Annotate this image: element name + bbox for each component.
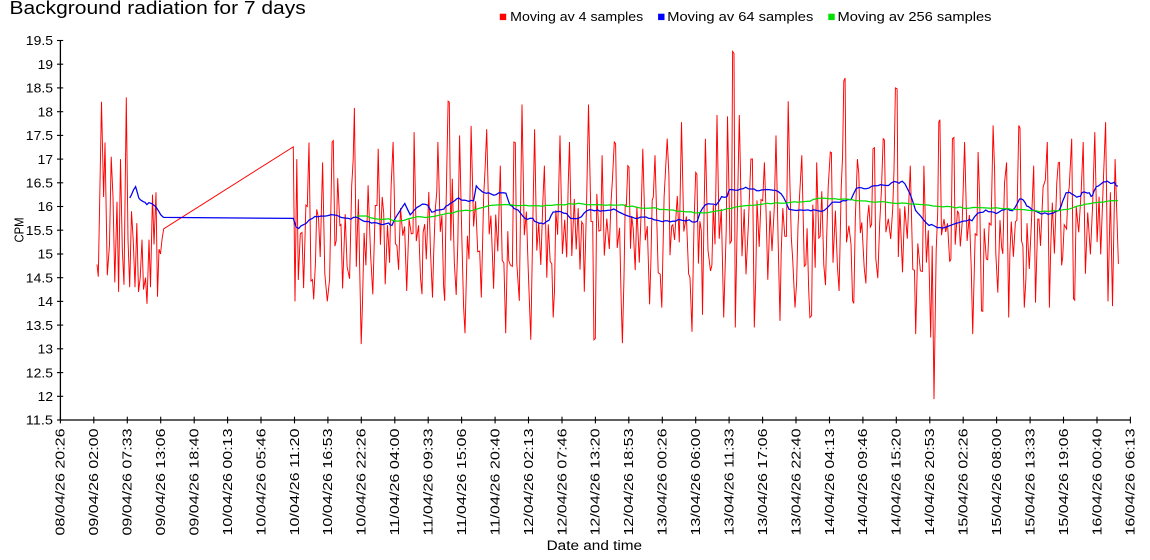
svg-text:09/04/26 07:33: 09/04/26 07:33 (120, 429, 135, 536)
svg-text:15.5: 15.5 (26, 223, 53, 238)
svg-text:Date and time: Date and time (547, 538, 643, 553)
svg-text:15/04/26 08:00: 15/04/26 08:00 (989, 429, 1004, 536)
svg-text:19: 19 (38, 57, 53, 72)
svg-text:13/04/26 00:26: 13/04/26 00:26 (655, 429, 670, 536)
svg-text:12: 12 (38, 389, 53, 404)
svg-text:10/04/26 00:13: 10/04/26 00:13 (220, 429, 235, 536)
svg-text:Moving av 64 samples: Moving av 64 samples (667, 10, 813, 24)
svg-text:10/04/26 11:20: 10/04/26 11:20 (287, 429, 302, 536)
svg-text:12/04/26 02:13: 12/04/26 02:13 (521, 429, 536, 536)
svg-text:15/04/26 19:06: 15/04/26 19:06 (1056, 429, 1071, 536)
svg-text:13/04/26 06:00: 13/04/26 06:00 (688, 429, 703, 536)
svg-text:11/04/26 15:06: 11/04/26 15:06 (454, 429, 469, 536)
svg-text:12.5: 12.5 (26, 365, 53, 380)
svg-text:14/04/26 15:20: 14/04/26 15:20 (889, 429, 904, 536)
svg-text:14.5: 14.5 (26, 270, 53, 285)
svg-text:Moving av 4 samples: Moving av 4 samples (510, 10, 643, 24)
svg-text:11.5: 11.5 (26, 413, 53, 428)
svg-text:CPM: CPM (11, 218, 26, 243)
svg-text:12/04/26 13:20: 12/04/26 13:20 (588, 429, 603, 536)
svg-text:16/04/26 06:13: 16/04/26 06:13 (1123, 429, 1138, 536)
svg-text:12/04/26 18:53: 12/04/26 18:53 (621, 429, 636, 536)
svg-text:16: 16 (38, 199, 53, 214)
svg-text:10/04/26 05:46: 10/04/26 05:46 (253, 429, 268, 536)
svg-text:15/04/26 13:33: 15/04/26 13:33 (1022, 429, 1037, 536)
svg-text:13/04/26 17:06: 13/04/26 17:06 (755, 429, 770, 536)
svg-text:14/04/26 04:13: 14/04/26 04:13 (822, 429, 837, 536)
svg-text:10/04/26 22:26: 10/04/26 22:26 (354, 429, 369, 536)
svg-text:09/04/26 13:06: 09/04/26 13:06 (153, 429, 168, 536)
svg-text:09/04/26 18:40: 09/04/26 18:40 (187, 429, 202, 536)
svg-text:15/04/26 02:26: 15/04/26 02:26 (956, 429, 971, 536)
svg-text:18: 18 (38, 104, 53, 119)
svg-text:17.5: 17.5 (26, 128, 53, 143)
svg-text:11/04/26 20:40: 11/04/26 20:40 (487, 429, 502, 536)
svg-text:13/04/26 22:40: 13/04/26 22:40 (788, 429, 803, 536)
svg-text:14/04/26 09:46: 14/04/26 09:46 (855, 429, 870, 536)
svg-text:18.5: 18.5 (26, 81, 53, 96)
svg-text:10/04/26 16:53: 10/04/26 16:53 (320, 429, 335, 536)
svg-text:13.5: 13.5 (26, 318, 53, 333)
svg-text:16.5: 16.5 (26, 176, 53, 191)
svg-text:16/04/26 00:40: 16/04/26 00:40 (1089, 429, 1104, 536)
svg-text:14: 14 (38, 294, 53, 309)
svg-text:19.5: 19.5 (26, 33, 53, 48)
svg-text:09/04/26 02:00: 09/04/26 02:00 (86, 429, 101, 536)
svg-text:13: 13 (38, 342, 53, 357)
svg-text:11/04/26 09:33: 11/04/26 09:33 (421, 429, 436, 536)
svg-text:08/04/26 20:26: 08/04/26 20:26 (53, 429, 68, 536)
svg-text:17: 17 (38, 152, 53, 167)
svg-text:15: 15 (38, 247, 53, 262)
svg-text:12/04/26 07:46: 12/04/26 07:46 (554, 429, 569, 536)
svg-text:Moving av 256 samples: Moving av 256 samples (838, 10, 992, 24)
svg-text:Background radiation for 7 day: Background radiation for 7 days (10, 0, 306, 18)
svg-text:11/04/26 04:00: 11/04/26 04:00 (387, 429, 402, 536)
svg-text:14/04/26 20:53: 14/04/26 20:53 (922, 429, 937, 536)
svg-text:13/04/26 11:33: 13/04/26 11:33 (721, 429, 736, 536)
